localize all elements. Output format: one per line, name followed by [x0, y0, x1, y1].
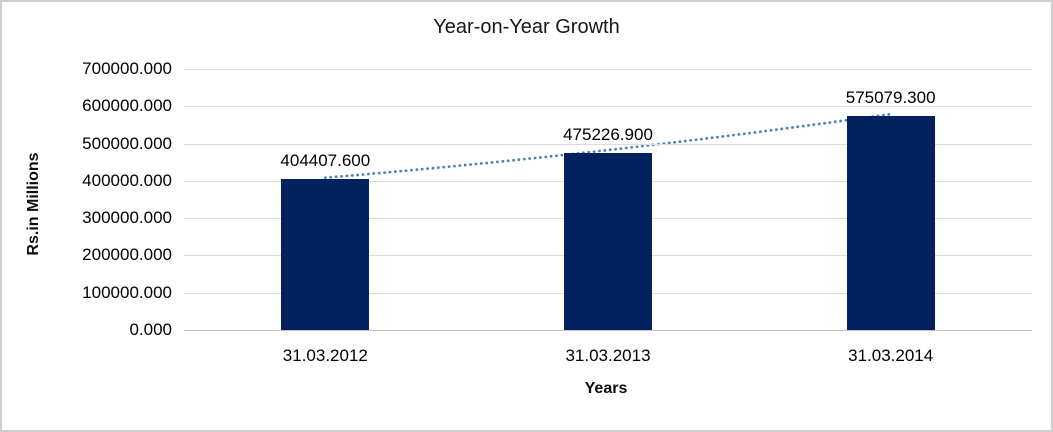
x-category-label: 31.03.2014	[848, 346, 934, 365]
y-tick-label: 500000.000	[82, 133, 172, 153]
y-axis-title: Rs.in Millions	[25, 152, 42, 256]
bar	[564, 152, 652, 330]
y-tick-label: 200000.000	[82, 245, 172, 265]
gridline	[184, 69, 1032, 70]
gridline	[184, 143, 1032, 145]
bar-value-label: 475226.900	[563, 124, 653, 144]
y-tick-label: 700000.000	[82, 59, 172, 78]
bar	[281, 179, 370, 330]
y-tick-label: 400000.000	[82, 170, 172, 190]
x-axis-title: Years	[584, 380, 628, 397]
x-axis-line	[184, 330, 1032, 331]
bar-value-label: 575079.300	[845, 87, 936, 107]
chart-title: Year-on-Year Growth	[433, 16, 620, 38]
y-tick-label: 100000.000	[82, 282, 172, 302]
bar-value-label: 404407.600	[280, 151, 371, 171]
x-category-label: 31.03.2013	[565, 346, 651, 365]
y-tick-label: 600000.000	[82, 96, 172, 116]
bar	[846, 115, 935, 330]
x-category-label: 31.03.2012	[282, 346, 368, 365]
y-tick-label: 0.000	[129, 320, 172, 339]
y-tick-label: 300000.000	[82, 208, 172, 228]
gridline	[184, 106, 1032, 108]
